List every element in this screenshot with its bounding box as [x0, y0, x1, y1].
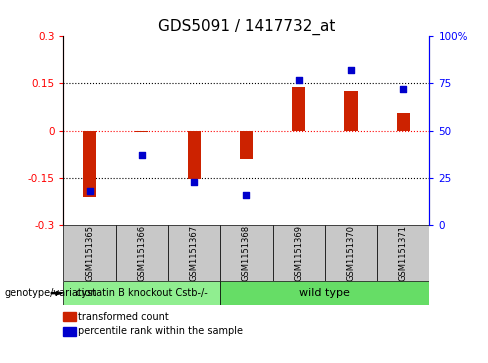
- Text: transformed count: transformed count: [78, 312, 169, 322]
- Bar: [187, 131, 201, 179]
- Text: genotype/variation: genotype/variation: [5, 288, 98, 298]
- Text: GSM1151366: GSM1151366: [137, 225, 146, 281]
- Point: [295, 77, 303, 83]
- Bar: [63, 281, 220, 305]
- Title: GDS5091 / 1417732_at: GDS5091 / 1417732_at: [158, 19, 335, 35]
- Bar: [377, 225, 429, 281]
- Bar: [116, 225, 168, 281]
- Bar: [63, 225, 116, 281]
- Bar: [83, 131, 96, 197]
- Bar: [135, 131, 148, 132]
- Bar: [220, 225, 273, 281]
- Text: GSM1151367: GSM1151367: [190, 225, 199, 281]
- Bar: [292, 87, 305, 131]
- Text: GSM1151365: GSM1151365: [85, 225, 94, 281]
- Bar: [240, 131, 253, 159]
- Point: [399, 86, 407, 92]
- Text: wild type: wild type: [300, 288, 350, 298]
- Text: GSM1151368: GSM1151368: [242, 225, 251, 281]
- Text: percentile rank within the sample: percentile rank within the sample: [78, 326, 243, 337]
- Bar: [345, 91, 358, 131]
- Point: [86, 188, 94, 194]
- Bar: [273, 225, 325, 281]
- Text: GSM1151370: GSM1151370: [346, 225, 356, 281]
- Text: GSM1151371: GSM1151371: [399, 225, 408, 281]
- Text: GSM1151369: GSM1151369: [294, 225, 303, 281]
- Point: [243, 192, 250, 198]
- Point: [138, 152, 146, 158]
- Bar: [325, 225, 377, 281]
- Bar: [220, 281, 429, 305]
- Bar: [397, 113, 410, 131]
- Point: [347, 68, 355, 73]
- Bar: [168, 225, 220, 281]
- Text: cystatin B knockout Cstb-/-: cystatin B knockout Cstb-/-: [76, 288, 208, 298]
- Point: [190, 179, 198, 184]
